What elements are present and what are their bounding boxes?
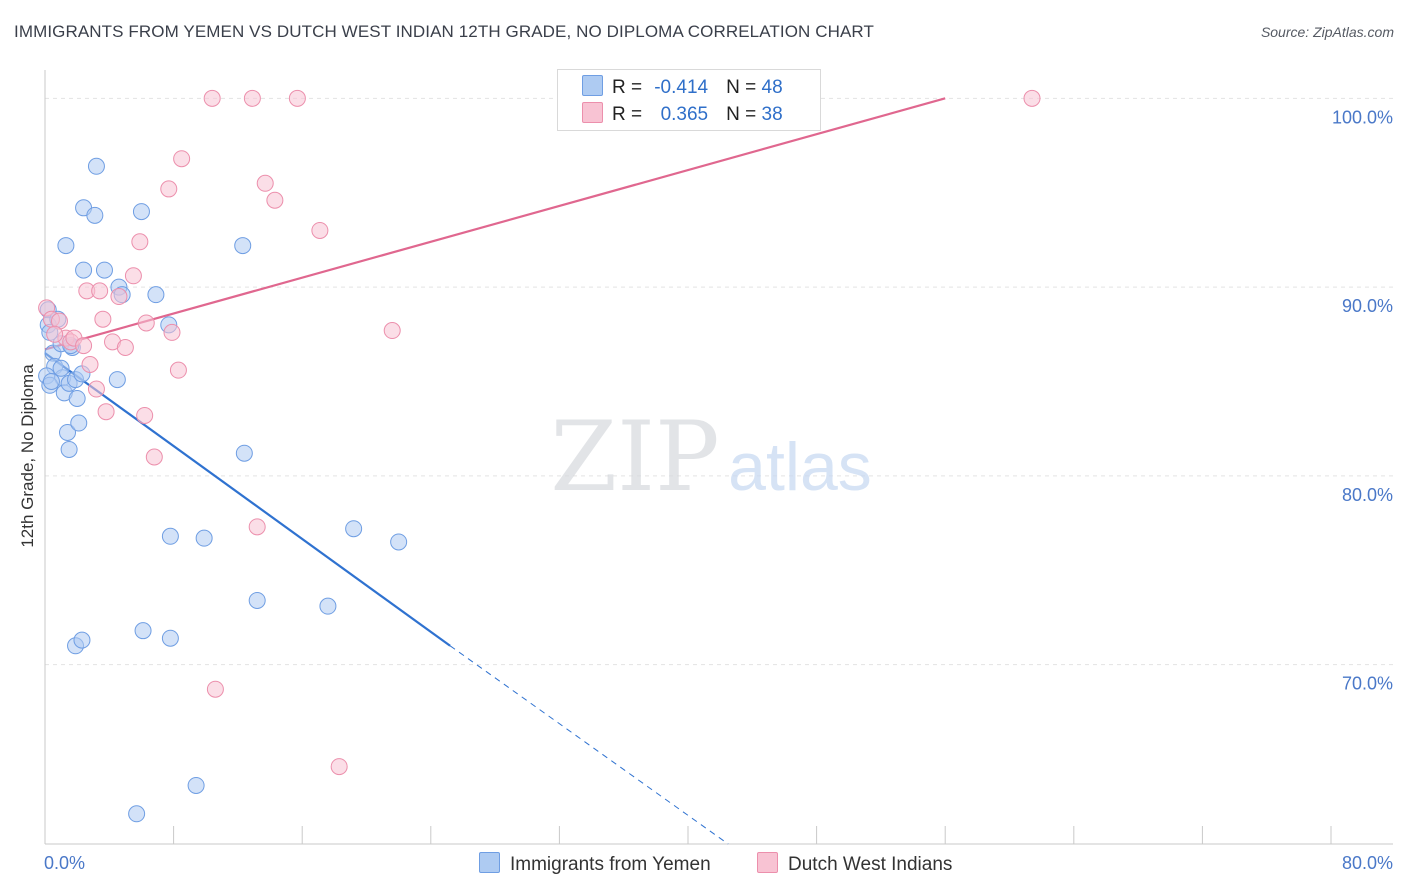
yemen-trend-extension — [449, 645, 729, 845]
yemen-point — [75, 261, 93, 279]
trend-layer — [44, 97, 946, 845]
yemen-trend-line — [44, 352, 451, 647]
yemen-point — [345, 520, 363, 538]
legend-swatch-pink — [757, 852, 778, 873]
dutch-point — [91, 282, 109, 300]
yemen-point — [161, 527, 179, 545]
dutch-point — [137, 314, 155, 332]
legend-swatch-blue — [479, 852, 500, 873]
stats-swatch-pink — [582, 102, 603, 123]
yemen-point — [60, 440, 78, 458]
yemen-point — [73, 631, 91, 649]
r-value-yemen: -0.414 — [654, 77, 709, 98]
yemen-point — [57, 237, 75, 255]
dutch-point — [330, 758, 348, 776]
r-value-dutch: 0.365 — [660, 104, 709, 125]
legend-label-dutch: Dutch West Indians — [788, 854, 953, 875]
dutch-point — [94, 310, 112, 328]
yemen-point — [195, 529, 213, 547]
n-value-dutch: 38 — [761, 104, 783, 125]
yemen-point — [187, 776, 205, 794]
r-label: R = — [612, 77, 643, 98]
stats-swatch-blue — [582, 75, 603, 96]
n-label: N = — [726, 104, 757, 125]
watermark-atlas: atlas — [728, 429, 872, 505]
yemen-point — [319, 597, 337, 615]
labels-layer: 100.0% 90.0% 80.0% 70.0% 0.0% 80.0% — [44, 107, 1393, 873]
dutch-point — [383, 322, 401, 340]
yemen-point — [390, 533, 408, 551]
yemen-point — [161, 629, 179, 647]
yemen-point — [42, 372, 60, 390]
yemen-point — [68, 389, 86, 407]
points-layer — [38, 89, 1041, 823]
yemen-point — [134, 622, 152, 640]
dutch-point — [160, 180, 178, 198]
dutch-point — [145, 448, 163, 466]
yemen-point — [70, 414, 88, 432]
stats-box: R = -0.414 N = 48 R = 0.365 N = 38 — [557, 69, 821, 131]
dutch-point — [256, 174, 274, 192]
yemen-point — [234, 237, 252, 255]
dutch-point — [87, 380, 105, 398]
axes-layer — [44, 70, 1393, 845]
n-value-yemen: 48 — [761, 77, 783, 98]
yemen-point — [52, 359, 70, 377]
x-tick-label: 0.0% — [44, 853, 85, 873]
yemen-point — [95, 261, 113, 279]
dutch-point — [173, 150, 191, 168]
source-label: Source: ZipAtlas.com — [1260, 24, 1394, 40]
yemen-point — [59, 423, 77, 441]
dutch-point — [169, 361, 187, 379]
dutch-point — [75, 337, 93, 355]
n-label: N = — [726, 77, 757, 98]
dutch-point — [266, 191, 284, 209]
y-tick-label: 80.0% — [1342, 485, 1393, 505]
dutch-point — [97, 403, 115, 421]
legend-label-yemen: Immigrants from Yemen — [510, 854, 711, 875]
legend: Immigrants from Yemen Dutch West Indians — [0, 852, 1406, 876]
dutch-point — [288, 89, 306, 107]
yemen-point — [108, 371, 126, 389]
yemen-point — [248, 591, 266, 609]
watermark-zip: ZIP — [550, 401, 719, 513]
yemen-point — [128, 805, 146, 823]
watermark: ZIP atlas — [550, 401, 871, 513]
legend-item-yemen[interactable]: Immigrants from Yemen — [479, 852, 711, 876]
x-tick-label: 80.0% — [1342, 853, 1393, 873]
yemen-point — [132, 203, 150, 221]
dutch-point — [243, 89, 261, 107]
y-tick-label: 70.0% — [1342, 674, 1393, 694]
dutch-point — [248, 518, 266, 536]
stats-row-yemen: R = -0.414 N = 48 — [582, 75, 783, 99]
dutch-point — [124, 267, 142, 285]
dutch-point — [206, 680, 224, 698]
yemen-point — [87, 157, 105, 175]
dutch-point — [46, 325, 64, 343]
y-tick-label: 90.0% — [1342, 296, 1393, 316]
stats-row-dutch: R = 0.365 N = 38 — [582, 102, 783, 126]
dutch-point — [81, 355, 99, 373]
r-label: R = — [612, 104, 643, 125]
dutch-point — [163, 323, 181, 341]
yemen-point — [147, 286, 165, 304]
dutch-point — [1023, 89, 1041, 107]
grid-layer — [45, 97, 1393, 666]
y-tick-label: 100.0% — [1332, 107, 1393, 127]
dutch-trend-line — [44, 97, 946, 351]
dutch-point — [136, 406, 154, 424]
dutch-point — [311, 221, 329, 239]
dutch-point — [203, 89, 221, 107]
chart-title: IMMIGRANTS FROM YEMEN VS DUTCH WEST INDI… — [14, 22, 874, 41]
yemen-point — [86, 206, 104, 224]
yemen-point — [235, 444, 253, 462]
dutch-point — [110, 288, 128, 306]
legend-item-dutch[interactable]: Dutch West Indians — [757, 852, 952, 876]
dutch-point — [116, 339, 134, 357]
dutch-point — [131, 233, 149, 251]
